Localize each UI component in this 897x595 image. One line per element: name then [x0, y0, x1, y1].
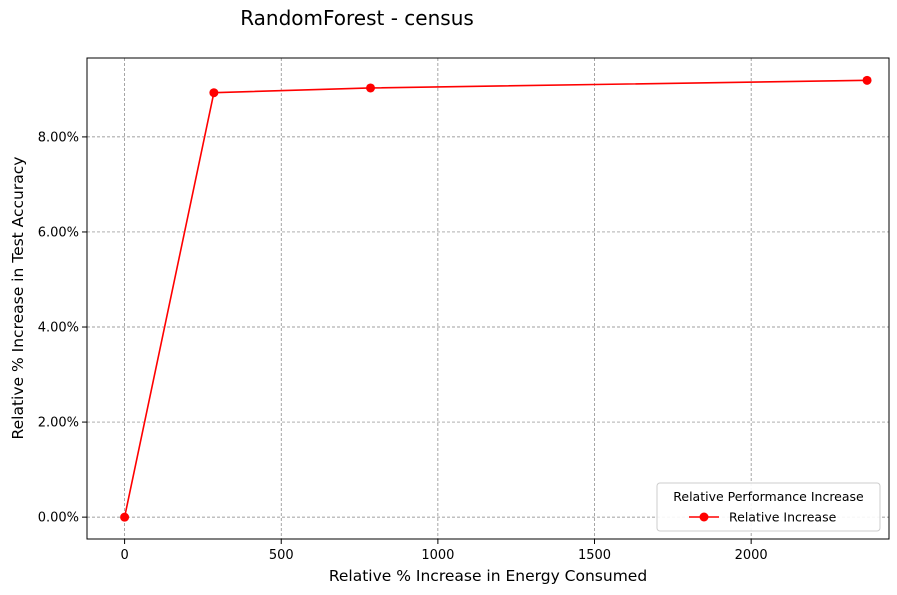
x-tick-label: 1000: [421, 548, 454, 563]
x-tick-label: 500: [269, 548, 294, 563]
y-tick-label: 4.00%: [38, 321, 79, 336]
y-axis-label: Relative % Increase in Test Accuracy: [9, 157, 27, 440]
data-point: [366, 83, 376, 93]
legend-box: [656, 482, 881, 532]
y-tick-label: 8.00%: [38, 130, 79, 145]
x-tick-label: 0: [120, 548, 128, 563]
y-tick-label: 6.00%: [38, 225, 79, 240]
y-axis: 0.00% 2.00% 4.00% 6.00% 8.00%: [38, 130, 87, 526]
data-point: [209, 88, 219, 98]
y-tick-label: 2.00%: [38, 416, 79, 431]
x-tick-label: 1500: [578, 548, 611, 563]
plot-frame: [86, 57, 890, 540]
data-point: [862, 75, 872, 85]
grid: [87, 58, 889, 539]
x-axis: 0 500 1000 1500 2000: [120, 539, 768, 563]
legend-marker-swatch: [699, 512, 709, 522]
x-axis-label: Relative % Increase in Energy Consumed: [329, 567, 647, 585]
legend: Relative Performance Increase Relative I…: [656, 482, 881, 532]
x-tick-label: 2000: [735, 548, 768, 563]
chart-title: RandomForest - census: [240, 6, 474, 30]
series-line: [123, 79, 868, 518]
legend-title: Relative Performance Increase: [673, 489, 864, 504]
legend-entry-label: Relative Increase: [729, 510, 837, 525]
y-tick-label: 0.00%: [38, 511, 79, 526]
data-point: [120, 512, 130, 522]
series-layer: [120, 75, 872, 522]
